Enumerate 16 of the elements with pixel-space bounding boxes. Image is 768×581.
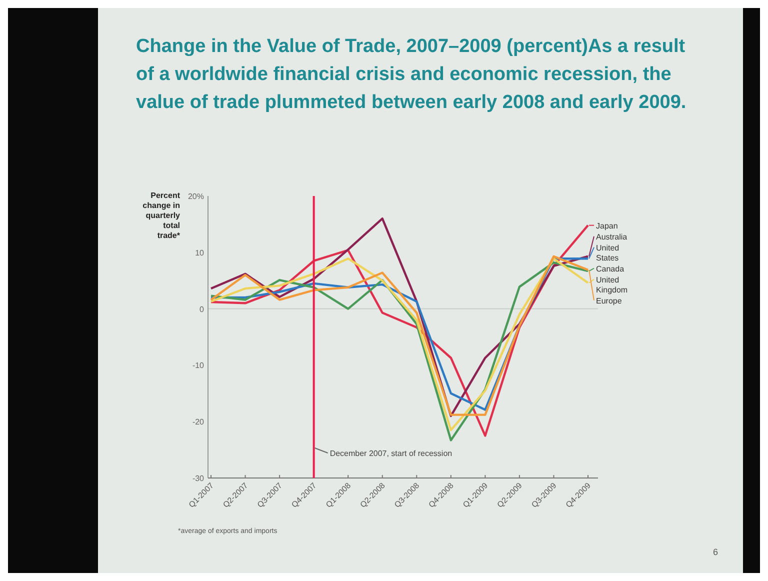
chart-title: Change in the Value of Trade, 2007–2009 (percent)As a result of a worldwide financial crisis and economic recession, the value of trade plummeted between early 2008 and early 2009. xyxy=(136,36,686,113)
y-tick-label: -10 xyxy=(192,361,205,370)
y-tick-label: 0 xyxy=(200,304,205,314)
legend-label: United States xyxy=(596,243,620,262)
legend-label: Japan xyxy=(596,221,618,230)
legend-label: United Kingdom xyxy=(596,275,628,294)
series-label: Canada xyxy=(596,264,625,274)
y-tick-label: -30 xyxy=(192,474,205,483)
y-tick-label: -20 xyxy=(192,418,205,427)
y-tick-label: 10 xyxy=(195,248,205,258)
y-axis-title: Percent change in quarterly total trade* xyxy=(142,191,181,240)
ref-line-label: December 2007, start of recession xyxy=(330,449,452,458)
text: Europe xyxy=(596,296,622,306)
y-tick-label: 20% xyxy=(188,192,204,201)
text: 6 xyxy=(713,547,718,557)
text: Australia xyxy=(596,232,628,242)
